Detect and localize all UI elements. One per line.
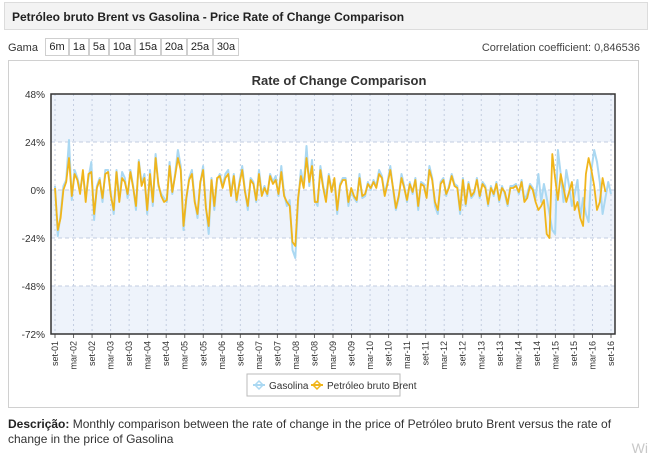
x-tick-label: set-04 [161, 341, 171, 366]
range-button-10a[interactable]: 10a [109, 38, 135, 56]
series-line-brent [54, 153, 607, 247]
x-tick-label: mar-15 [550, 341, 560, 370]
chart-title: Rate of Change Comparison [252, 73, 427, 88]
y-tick-label: 0% [31, 186, 46, 197]
x-tick-label: set-15 [569, 341, 579, 366]
legend-item-gasolina[interactable]: Gasolina [253, 379, 309, 392]
x-tick-label: mar-09 [328, 341, 338, 370]
y-tick-label: 24% [25, 138, 45, 149]
chart-header: Petróleo bruto Brent vs Gasolina - Price… [4, 2, 648, 30]
x-tick-label: mar-16 [587, 341, 597, 370]
x-tick-label: mar-02 [69, 341, 79, 370]
correlation-coefficient: Correlation coefficient: 0,846536 [481, 42, 640, 54]
range-button-15a[interactable]: 15a [135, 38, 161, 56]
range-button-5a[interactable]: 5a [89, 38, 109, 56]
range-label: Gama [8, 42, 38, 54]
x-tick-label: set-14 [532, 341, 542, 366]
x-tick-label: set-11 [421, 341, 431, 365]
x-tick-label: mar-12 [439, 341, 449, 370]
x-tick-label: mar-10 [365, 341, 375, 370]
description: Descrição: Monthly comparison between th… [8, 417, 628, 447]
legend-label-brent: Petróleo bruto Brent [327, 381, 417, 392]
x-tick-label: set-01 [50, 341, 60, 366]
chart-legend: Gasolina Petróleo bruto Brent [246, 373, 417, 397]
range-button-25a[interactable]: 25a [187, 38, 213, 56]
x-tick-label: set-09 [347, 341, 357, 366]
range-button-20a[interactable]: 20a [161, 38, 187, 56]
x-tick-label: set-13 [495, 341, 505, 366]
x-tick-label: mar-14 [513, 341, 523, 370]
range-button-1a[interactable]: 1a [69, 38, 89, 56]
page-title: Petróleo bruto Brent vs Gasolina - Price… [12, 10, 405, 24]
y-tick-label: -24% [22, 234, 45, 245]
y-tick-label: -48% [22, 282, 45, 293]
x-tick-label: set-12 [458, 341, 468, 366]
x-tick-label: set-08 [309, 341, 319, 366]
x-tick-label: set-16 [606, 341, 616, 366]
x-tick-label: mar-04 [143, 341, 153, 370]
range-button-6m[interactable]: 6m [45, 38, 69, 56]
watermark: Wi [631, 440, 648, 456]
plot-frame [50, 93, 616, 335]
range-button-30a[interactable]: 30a [213, 38, 239, 56]
legend-label-gasolina: Gasolina [269, 381, 309, 392]
description-label: Descrição: [8, 417, 70, 431]
x-tick-label: mar-05 [180, 341, 190, 370]
x-tick-label: mar-11 [402, 341, 412, 369]
y-tick-label: 48% [25, 90, 45, 101]
x-tick-label: set-02 [87, 341, 97, 366]
rate-of-change-chart: Rate of Change Comparison 48% 24% 0% -24% -4… [22, 73, 616, 397]
legend-marker-brent [311, 379, 323, 391]
description-text: Monthly comparison between the rate of c… [8, 417, 612, 446]
legend-item-brent[interactable]: Petróleo bruto Brent [311, 379, 417, 392]
x-tick-label: set-06 [235, 341, 245, 366]
x-tick-label: mar-13 [476, 341, 486, 370]
x-tick-label: mar-07 [254, 341, 264, 370]
x-tick-label: mar-08 [291, 341, 301, 370]
x-tick-label: set-03 [124, 341, 134, 366]
x-tick-label: set-05 [198, 341, 208, 366]
x-tick-label: set-07 [272, 341, 282, 366]
x-tick-label: set-10 [384, 341, 394, 366]
x-tick-label: mar-03 [106, 341, 116, 370]
legend-marker-gasolina [253, 379, 265, 391]
x-tick-label: mar-06 [217, 341, 227, 370]
legend-box [246, 373, 401, 397]
y-tick-label: -72% [22, 330, 45, 341]
chart-panel: Rate of Change Comparison 48% 24% 0% -24% -4… [8, 60, 639, 408]
